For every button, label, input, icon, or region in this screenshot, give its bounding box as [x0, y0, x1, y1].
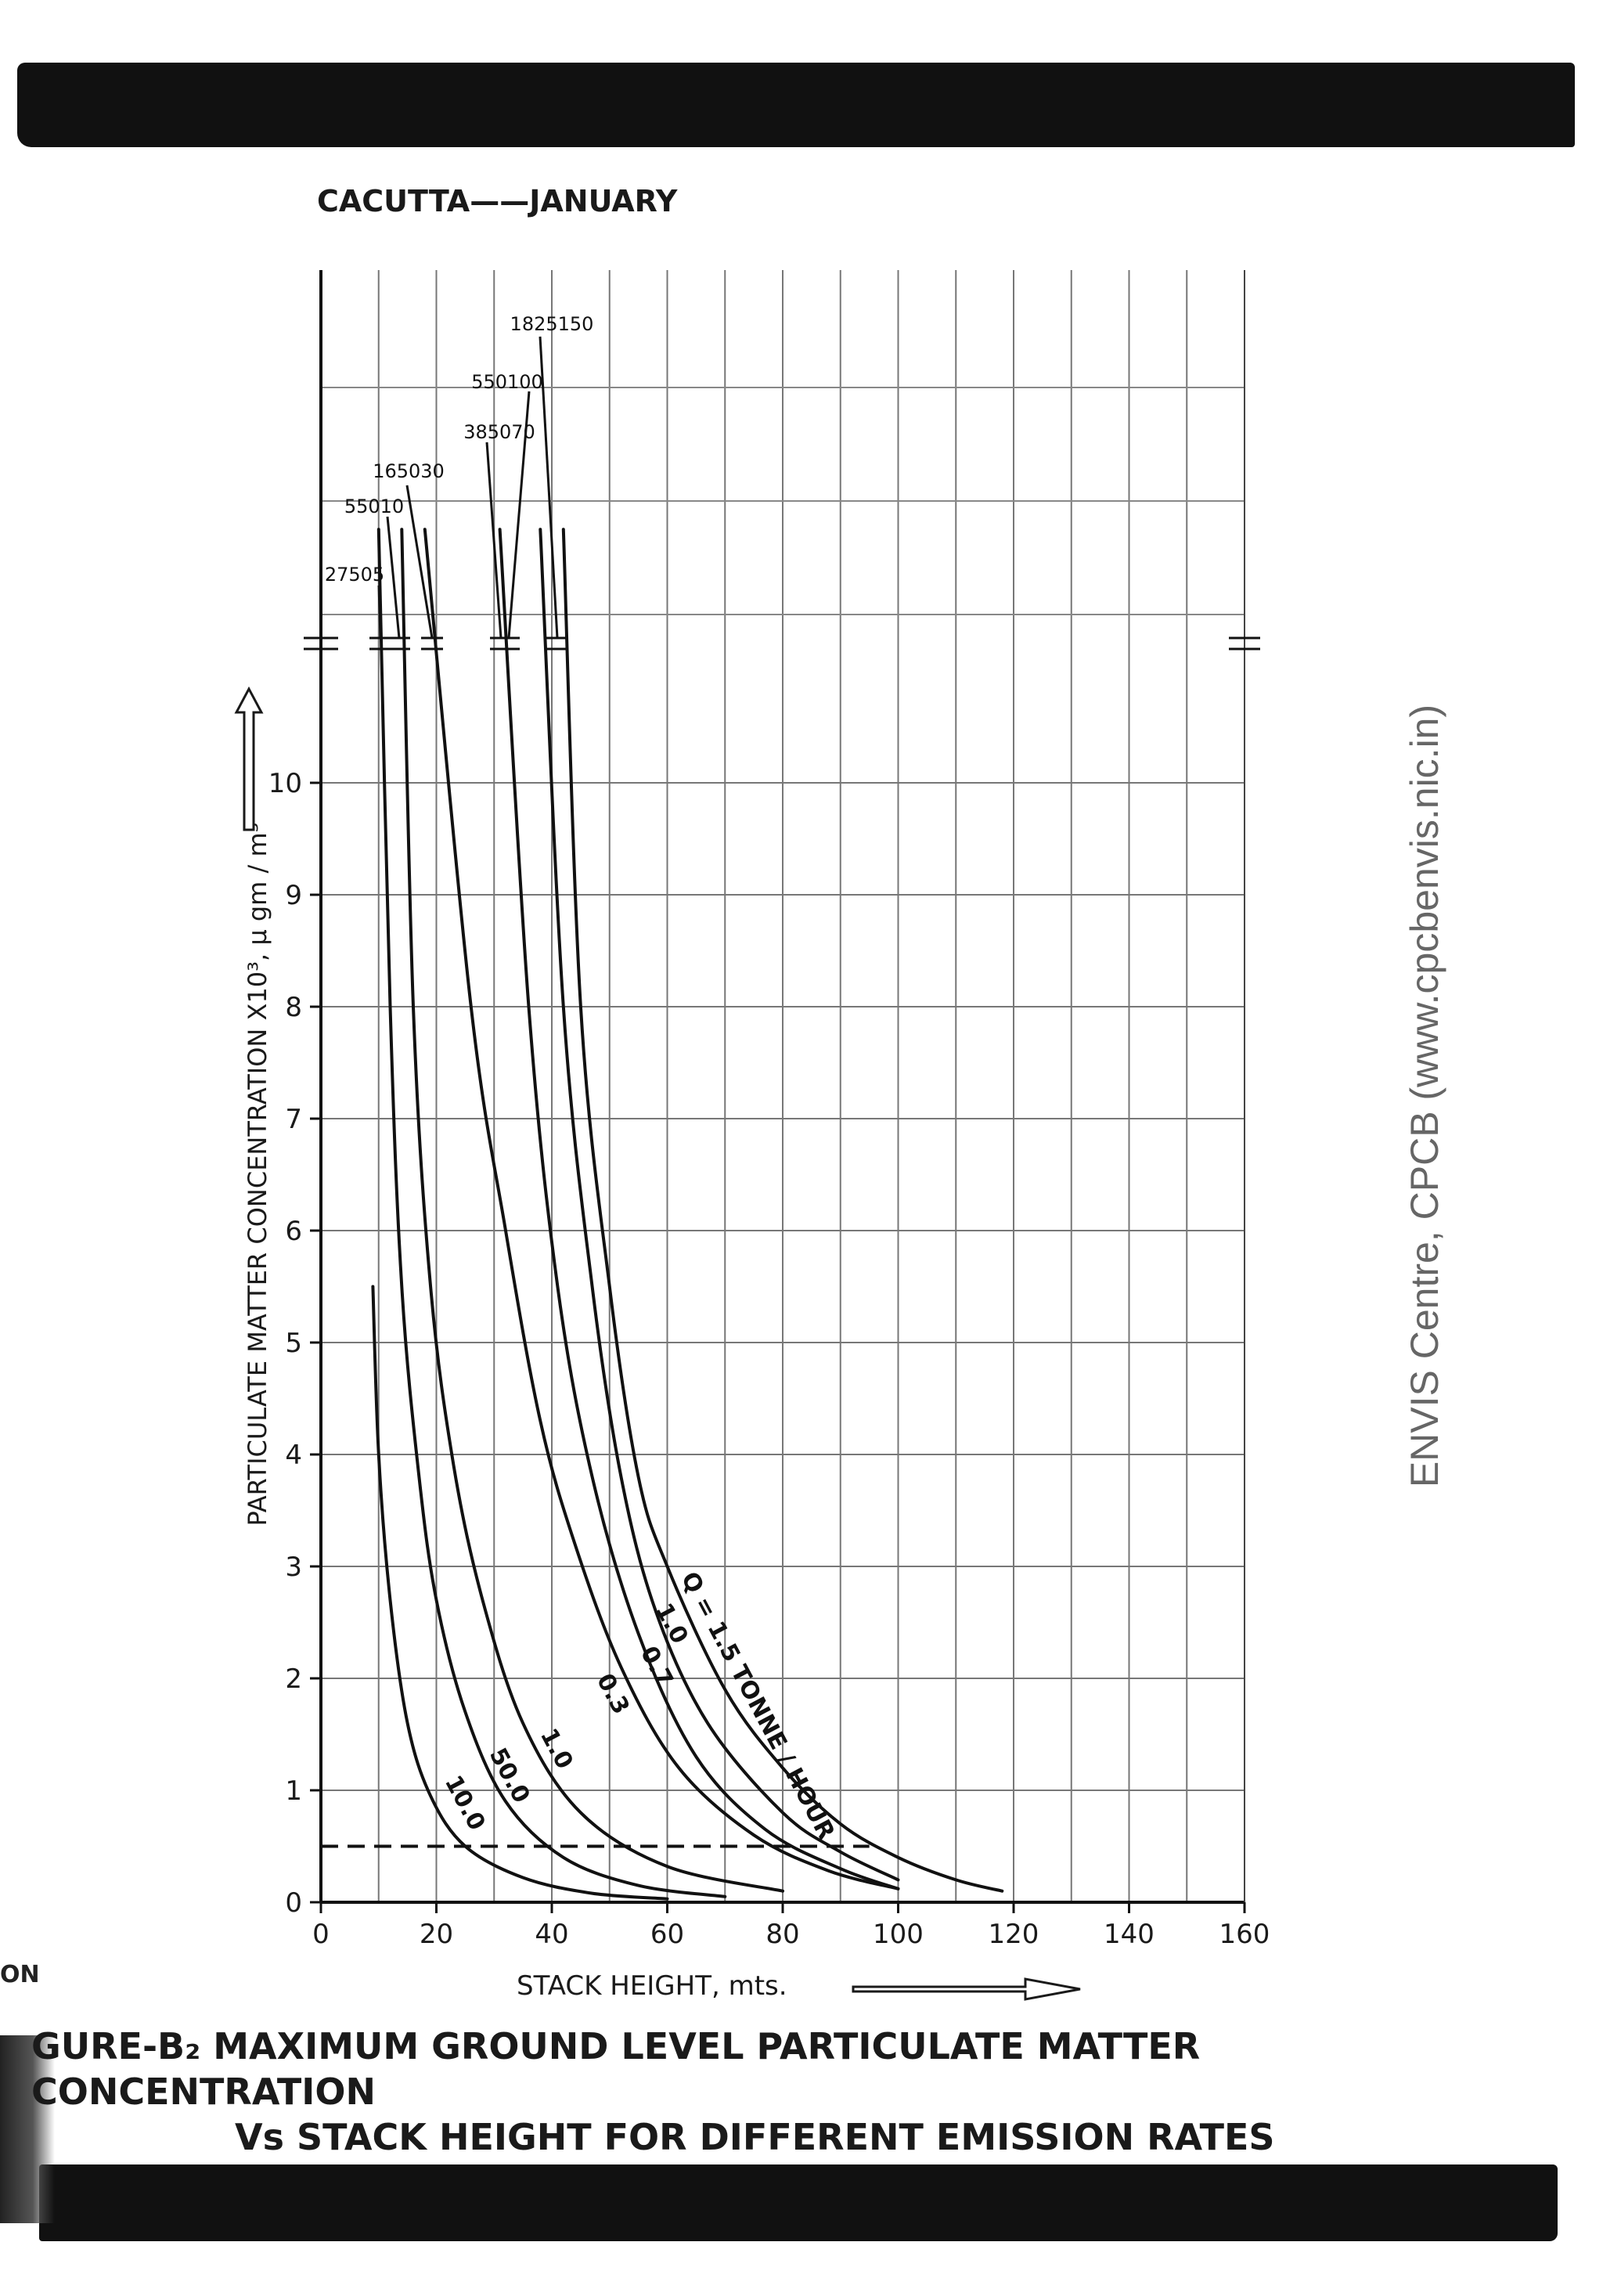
series-curve	[498, 528, 900, 1891]
top-label-leader	[507, 391, 531, 639]
series-curve	[400, 528, 784, 1893]
x-tick-label: 80	[765, 1919, 799, 1950]
chart-grid	[320, 270, 1245, 1903]
scan-border-top	[17, 63, 1575, 147]
y-tick-label: 10	[268, 768, 302, 799]
y-axis-arrow	[234, 686, 264, 831]
watermark: ENVIS Centre, CPCB (www.cpcbenvis.nic.in…	[1403, 704, 1446, 1488]
x-tick-label: 140	[1104, 1919, 1155, 1950]
y-tick-label: 3	[285, 1552, 302, 1583]
x-tick-label: 20	[420, 1919, 453, 1950]
y-tick-label: 7	[285, 1104, 302, 1135]
series-top-label: 1825150	[510, 313, 594, 335]
y-tick-label: 4	[285, 1440, 302, 1471]
y-tick-label: 8	[285, 992, 302, 1023]
y-tick-label: 5	[285, 1328, 302, 1359]
page-fragment: ON	[0, 1961, 40, 1988]
series-curve	[423, 528, 900, 1891]
series-label: 1.0	[650, 1599, 693, 1648]
series-top-label: 165030	[373, 460, 445, 482]
figure-caption: GURE-B₂ MAXIMUM GROUND LEVEL PARTICULATE…	[31, 2024, 1518, 2160]
y-tick-label: 6	[285, 1216, 302, 1247]
series-top-label: 55010	[344, 496, 404, 517]
series-curve	[371, 1285, 669, 1901]
y-axis-label: PARTICULATE MATTER CONCENTRATION X10³, µ…	[243, 823, 272, 1526]
top-label-leader	[539, 336, 559, 639]
x-tick-label: 40	[535, 1919, 568, 1950]
series-label: 0.3	[591, 1669, 635, 1718]
chart-series	[321, 528, 1004, 1901]
top-label-leader	[405, 485, 434, 639]
top-label-leader	[377, 585, 382, 639]
y-tick-label: 9	[285, 880, 302, 911]
chart-axes: 0 20 40 60 80 100 120 140 160 0 1 2 3 4 5 6 7 8 9 10	[268, 270, 1270, 1950]
x-axis-arrow	[852, 1977, 1081, 2001]
x-tick-label: 0	[312, 1919, 330, 1950]
series-top-label: 27505	[325, 564, 384, 586]
x-tick-label: 120	[989, 1919, 1039, 1950]
x-tick-label: 100	[873, 1919, 924, 1950]
x-tick-label: 60	[650, 1919, 684, 1950]
y-tick-label: 2	[285, 1663, 302, 1695]
y-tick-label: 1	[285, 1775, 302, 1807]
series-top-label: 550100	[471, 371, 543, 393]
top-label-leader	[485, 442, 503, 639]
scan-edge-shadow	[0, 2035, 55, 2223]
x-axis-label: STACK HEIGHT, mts.	[517, 1970, 787, 2002]
series-curve	[376, 528, 727, 1898]
caption-line-1: GURE-B₂ MAXIMUM GROUND LEVEL PARTICULATE…	[31, 2025, 1201, 2113]
series-curve	[539, 528, 900, 1882]
caption-line-2: Vs STACK HEIGHT FOR DIFFERENT EMISSION R…	[235, 2116, 1275, 2158]
x-tick-label: 160	[1219, 1919, 1270, 1950]
series-label: Q = 1.5 TONNE / HOUR	[675, 1567, 840, 1844]
y-tick-label: 0	[285, 1887, 302, 1919]
series-top-label: 385070	[463, 421, 535, 443]
series-label: 1.0	[535, 1724, 578, 1773]
top-label-leader	[386, 516, 401, 639]
scan-border-bottom	[39, 2164, 1558, 2241]
series-curve	[561, 528, 1004, 1893]
chart-title: CACUTTA——JANUARY	[317, 184, 678, 218]
